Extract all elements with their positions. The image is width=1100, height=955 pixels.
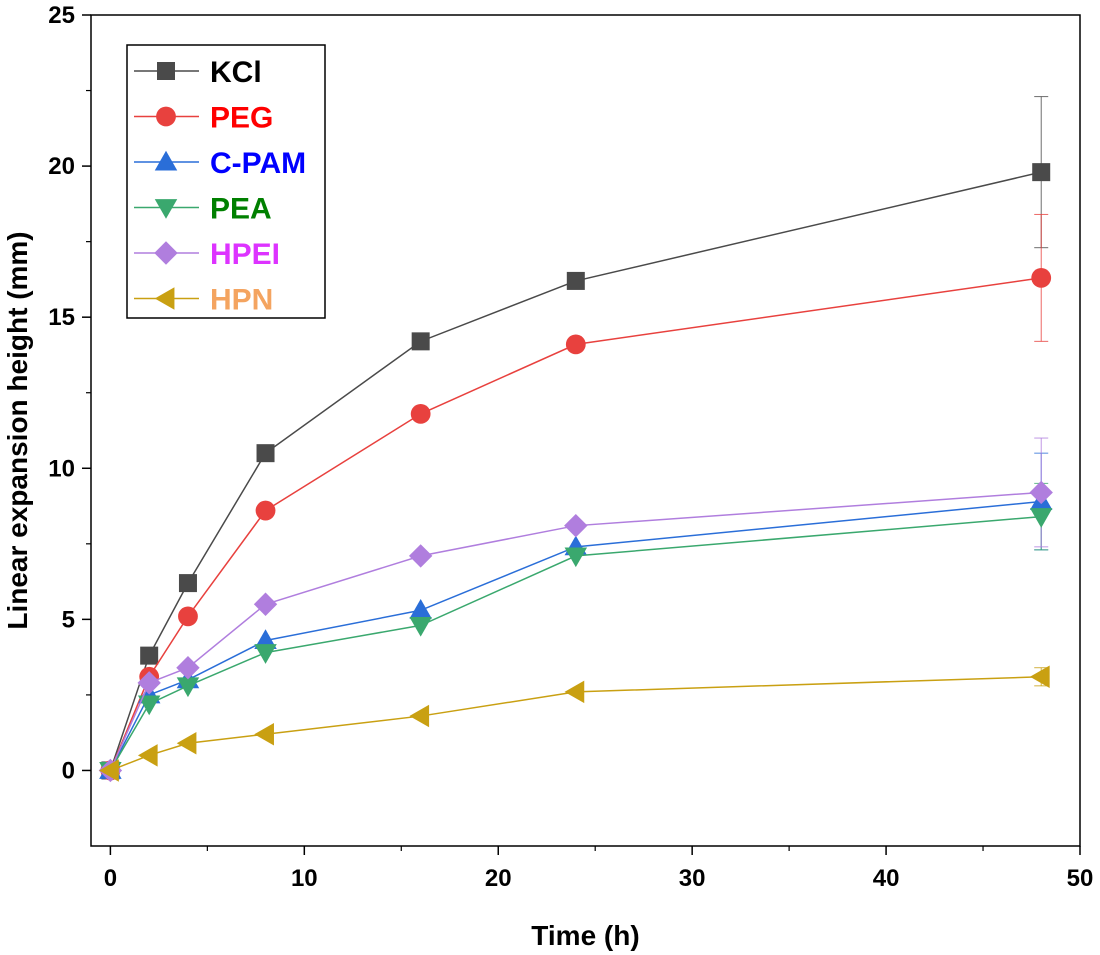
data-point <box>566 271 585 290</box>
data-point <box>178 574 197 593</box>
x-tick-label: 0 <box>104 865 117 892</box>
legend-marker <box>156 106 176 127</box>
legend-label: KCl <box>210 56 262 89</box>
legend-item-hpn: HPN <box>134 284 273 317</box>
data-point <box>137 744 158 767</box>
data-point <box>1032 163 1051 182</box>
data-point <box>409 704 430 728</box>
data-point <box>253 592 278 616</box>
data-point <box>254 722 274 746</box>
y-axis-title: Linear expansion height (mm) <box>2 231 33 629</box>
legend-item-pea: PEA <box>134 193 272 226</box>
y-tick-label: 25 <box>48 2 75 29</box>
legend-item-peg: PEG <box>134 102 273 135</box>
x-tick-label: 50 <box>1067 865 1094 892</box>
data-point <box>565 334 586 355</box>
data-point <box>254 644 277 664</box>
legend-label: HPEI <box>210 238 280 271</box>
data-point <box>1031 267 1052 288</box>
x-axis-title: Time (h) <box>531 920 639 951</box>
legend-item-kcl: KCl <box>134 56 262 89</box>
legend: KCl PEG C-PAM PEA HPEI HPN <box>126 44 326 319</box>
data-point <box>411 332 430 351</box>
data-point <box>137 695 161 716</box>
x-tick-label: 40 <box>873 865 900 892</box>
series-layer <box>98 163 1053 783</box>
data-point <box>1029 480 1053 505</box>
series-kcl <box>101 163 1051 780</box>
series-hpn <box>99 665 1050 782</box>
data-point <box>256 444 275 463</box>
legend-box <box>126 44 326 319</box>
data-point <box>564 547 588 568</box>
data-point <box>176 656 200 680</box>
data-point <box>140 646 159 665</box>
legend-marker <box>157 62 175 80</box>
data-point <box>409 599 432 619</box>
data-point <box>176 732 197 755</box>
data-point <box>99 759 119 782</box>
legend-marker <box>154 199 178 219</box>
x-tick-label: 30 <box>679 865 706 892</box>
data-point <box>1029 508 1053 528</box>
plot-frame <box>90 14 1081 847</box>
legend-item-c-pam: C-PAM <box>134 147 306 180</box>
data-point <box>254 629 277 649</box>
legend-marker <box>154 241 178 265</box>
data-point <box>137 671 161 695</box>
legend-marker <box>154 287 175 310</box>
y-tick-label: 10 <box>48 455 75 482</box>
legend-label: HPN <box>210 284 273 317</box>
data-point <box>410 403 431 424</box>
x-tick-label: 10 <box>291 865 318 892</box>
y-tick-label: 15 <box>48 304 75 331</box>
axes: 0 10 20 30 40 50 0 5 10 15 20 25 <box>48 2 1093 892</box>
data-point <box>409 616 432 637</box>
data-point <box>1029 665 1050 689</box>
legend-label: C-PAM <box>210 147 306 180</box>
data-point <box>564 680 585 704</box>
error-bars <box>1034 96 1049 687</box>
y-tick-label: 20 <box>48 153 75 180</box>
y-tick-label: 0 <box>62 757 75 784</box>
x-tick-label: 20 <box>485 865 512 892</box>
data-point <box>176 677 200 698</box>
data-point <box>408 544 433 568</box>
legend-label: PEG <box>210 102 273 135</box>
data-point <box>564 513 588 538</box>
legend-label: PEA <box>210 193 272 226</box>
data-point <box>255 500 276 521</box>
series-pea <box>99 508 1053 782</box>
data-point <box>178 606 198 627</box>
legend-item-hpei: HPEI <box>134 238 280 271</box>
legend-marker <box>154 150 178 171</box>
y-tick-label: 5 <box>62 606 75 633</box>
